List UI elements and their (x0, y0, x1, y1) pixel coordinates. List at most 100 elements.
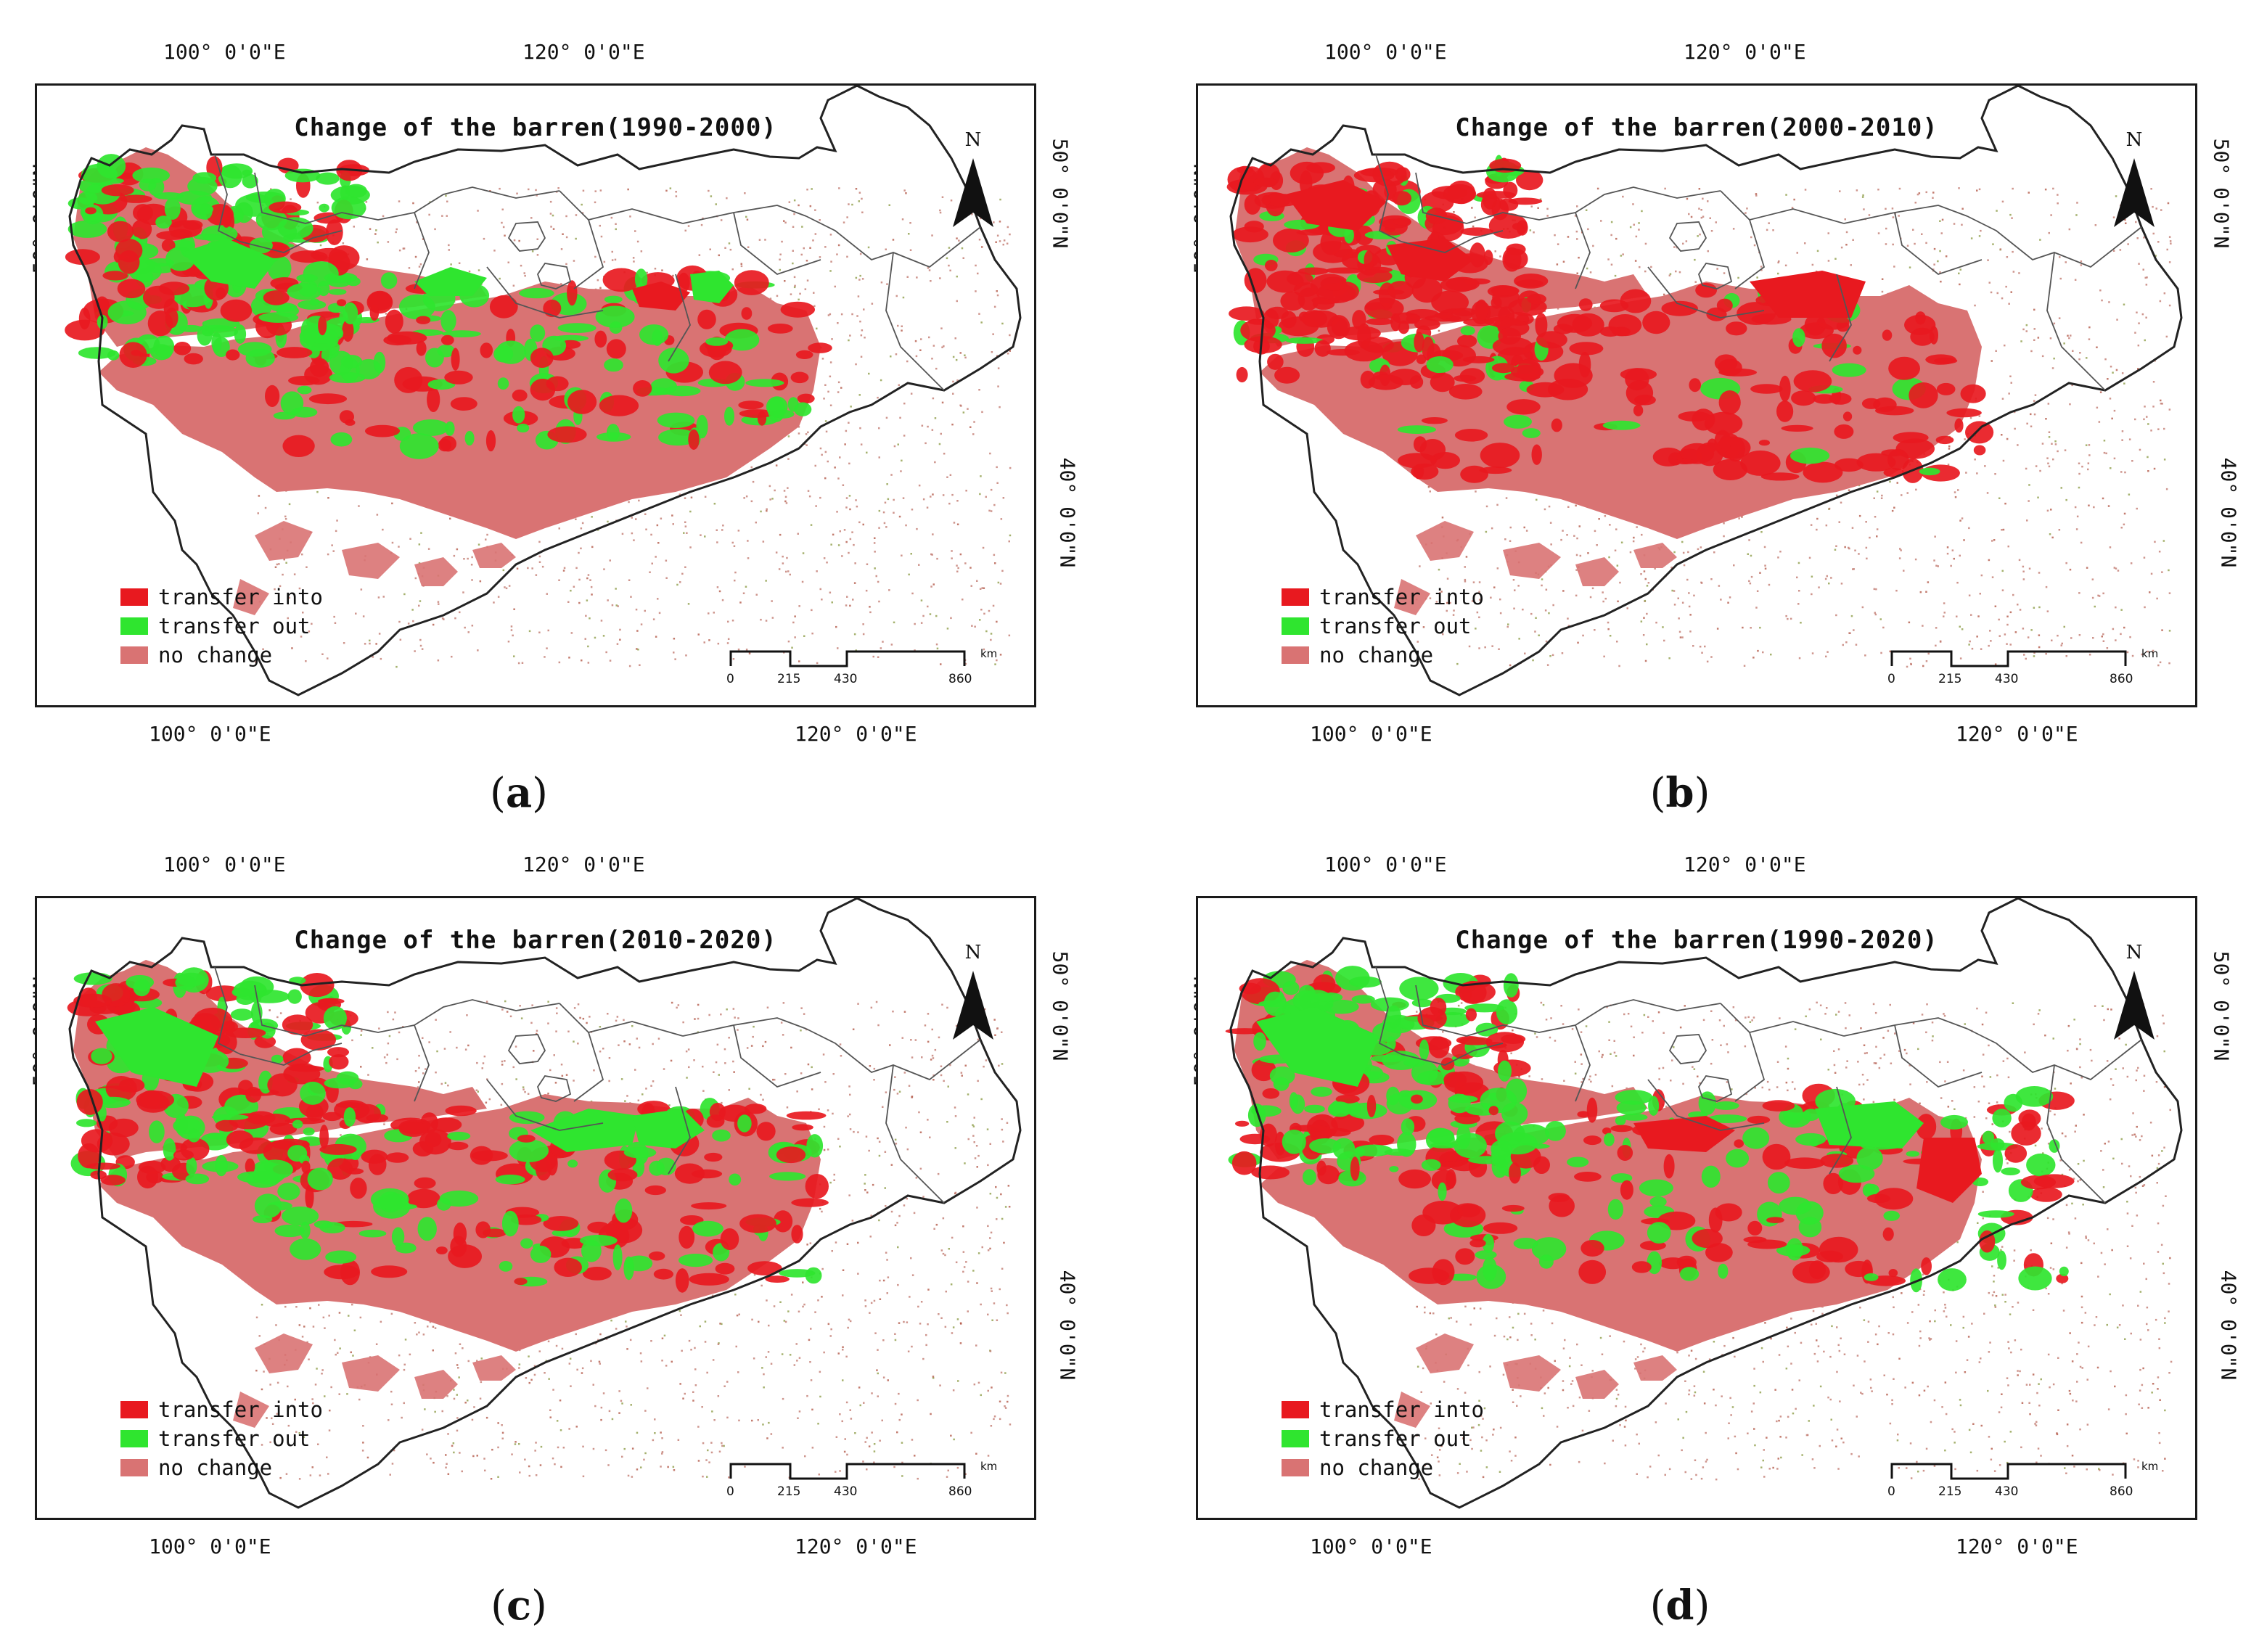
map-canvas (65, 86, 1022, 696)
north-arrow: N (2105, 129, 2163, 238)
legend-item: transfer into (1282, 583, 1484, 612)
scale-bar: 0 215 430 860 km (1887, 1450, 2163, 1508)
legend-item: transfer into (120, 1395, 323, 1424)
north-letter: N (964, 129, 982, 151)
top-longitude-label: 100° 0'0"E (163, 852, 286, 876)
scale-tick-label: 430 (1995, 1484, 2019, 1499)
legend-swatch (1282, 588, 1309, 606)
legend-item: transfer out (120, 1424, 323, 1453)
legend-swatch (1282, 1430, 1309, 1447)
map-frame: Change of the barren(1990-2000) N transf… (35, 83, 1036, 707)
scale-tick-label: 860 (948, 1484, 972, 1499)
bottom-longitude-label: 100° 0'0"E (1310, 722, 1432, 746)
scale-unit: km (2141, 647, 2159, 660)
north-letter: N (964, 942, 982, 963)
map-title: Change of the barren(1990-2020) (1455, 926, 1938, 955)
map-canvas (1226, 86, 2183, 696)
legend-swatch (1282, 617, 1309, 635)
scale-bar: 0 215 430 860 km (726, 1450, 1002, 1508)
legend-swatch (120, 588, 148, 606)
map-frame: Change of the barren(1990-2020) N transf… (1196, 896, 2197, 1520)
scale-tick-label: 860 (2110, 1484, 2133, 1499)
legend-item: transfer out (120, 612, 323, 641)
north-arrow: N (944, 129, 1002, 238)
legend-label: transfer into (158, 585, 323, 609)
right-latitude-label: 40° 0'0"N (1055, 457, 1080, 568)
scale-unit: km (980, 647, 998, 660)
legend-label: transfer into (1319, 585, 1484, 609)
right-latitude-label: 50° 0'0"N (1048, 950, 1073, 1061)
scale-bar: 0 215 430 860 km (1887, 637, 2163, 695)
panel-letter: b (1665, 769, 1694, 817)
panel-caption: (b) (1649, 769, 1710, 817)
panel-letter: c (506, 1582, 532, 1630)
legend-swatch (120, 1459, 148, 1476)
right-latitude-label: 50° 0'0"N (2209, 950, 2234, 1061)
north-letter: N (2125, 129, 2143, 151)
right-latitude-label: 40° 0'0"N (2216, 457, 2241, 568)
scale-tick-label: 860 (948, 672, 972, 686)
panel-caption: (c) (491, 1582, 547, 1630)
map-legend: transfer into transfer out no change (120, 583, 323, 670)
legend-swatch (120, 1401, 148, 1418)
map-panel-d: 100° 0'0"E 120° 0'0"E 50° 0'0"N 40° 0'0"… (1161, 813, 2259, 1638)
legend-label: no change (1319, 1455, 1434, 1480)
legend-item: transfer into (120, 583, 323, 612)
map-panel-b: 100° 0'0"E 120° 0'0"E 50° 0'0"N 40° 0'0"… (1161, 0, 2259, 826)
top-longitude-label: 120° 0'0"E (1684, 40, 1806, 64)
panel-caption: (a) (489, 769, 548, 817)
top-longitude-label: 120° 0'0"E (1684, 852, 1806, 876)
map-legend: transfer into transfer out no change (1282, 1395, 1484, 1482)
map-frame: Change of the barren(2010-2020) N transf… (35, 896, 1036, 1520)
legend-item: transfer out (1282, 1424, 1484, 1453)
map-frame: Change of the barren(2000-2010) N transf… (1196, 83, 2197, 707)
map-title: Change of the barren(1990-2000) (294, 113, 777, 142)
scale-tick-label: 860 (2110, 672, 2133, 686)
panel-letter: a (505, 769, 533, 817)
bottom-longitude-label: 120° 0'0"E (1956, 722, 2078, 746)
legend-swatch (1282, 646, 1309, 664)
legend-label: no change (158, 643, 273, 667)
north-arrow: N (2105, 942, 2163, 1051)
bottom-longitude-label: 120° 0'0"E (795, 1534, 917, 1558)
legend-item: no change (120, 641, 323, 670)
top-longitude-label: 100° 0'0"E (1324, 852, 1447, 876)
scale-tick-label: 0 (1887, 1484, 1895, 1499)
scale-bar-line (729, 1463, 966, 1480)
scale-bar-line (729, 650, 966, 667)
legend-swatch (1282, 1401, 1309, 1418)
legend-item: transfer out (1282, 612, 1484, 641)
bottom-longitude-label: 100° 0'0"E (149, 1534, 271, 1558)
scale-tick-label: 0 (726, 672, 734, 686)
top-longitude-label: 120° 0'0"E (522, 40, 645, 64)
scale-tick-label: 430 (834, 672, 858, 686)
legend-swatch (120, 1430, 148, 1447)
legend-label: no change (158, 1455, 273, 1480)
map-legend: transfer into transfer out no change (120, 1395, 323, 1482)
map-legend: transfer into transfer out no change (1282, 583, 1484, 670)
legend-item: transfer into (1282, 1395, 1484, 1424)
scale-bar-line (1890, 650, 2127, 667)
legend-label: transfer out (1319, 1426, 1472, 1451)
scale-unit: km (980, 1460, 998, 1473)
north-arrow: N (944, 942, 1002, 1051)
map-canvas (67, 898, 1022, 1509)
map-panel-c: 100° 0'0"E 120° 0'0"E 50° 0'0"N 40° 0'0"… (0, 813, 1129, 1638)
legend-item: no change (1282, 641, 1484, 670)
scale-tick-label: 215 (777, 672, 801, 686)
north-letter: N (2125, 942, 2143, 963)
bottom-longitude-label: 120° 0'0"E (795, 722, 917, 746)
top-longitude-label: 100° 0'0"E (163, 40, 286, 64)
legend-label: transfer out (158, 614, 311, 638)
bottom-longitude-label: 100° 0'0"E (149, 722, 271, 746)
bottom-longitude-label: 100° 0'0"E (1310, 1534, 1432, 1558)
north-arrow-icon (2114, 971, 2155, 1040)
legend-swatch (120, 617, 148, 635)
north-arrow-icon (953, 971, 993, 1040)
scale-tick-label: 430 (834, 1484, 858, 1499)
legend-label: transfer into (1319, 1397, 1484, 1422)
scale-tick-label: 430 (1995, 672, 2019, 686)
scale-tick-label: 215 (1938, 672, 1962, 686)
legend-swatch (1282, 1459, 1309, 1476)
legend-item: no change (120, 1453, 323, 1482)
